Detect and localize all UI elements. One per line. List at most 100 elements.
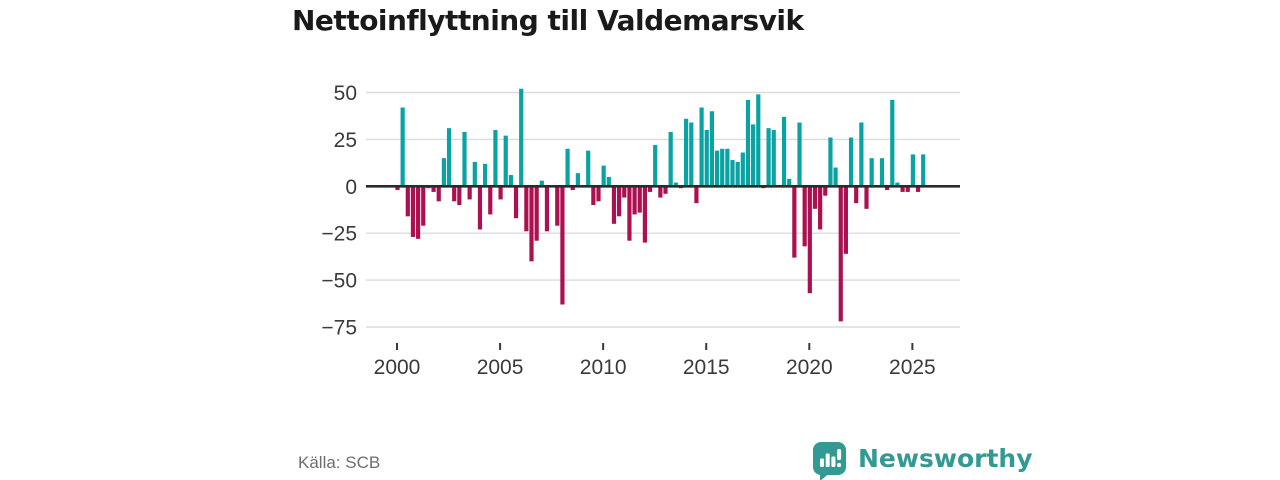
bar — [828, 137, 833, 187]
bar — [637, 186, 642, 213]
bar — [818, 186, 823, 230]
bar — [400, 107, 405, 187]
bar — [668, 131, 673, 187]
bar — [921, 154, 926, 187]
bar — [395, 186, 400, 191]
bar — [848, 137, 854, 187]
x-tick-label: 2020 — [786, 356, 833, 379]
bar — [869, 158, 874, 187]
bar — [879, 158, 885, 187]
bar — [812, 186, 818, 209]
bar — [410, 186, 416, 237]
y-tick-label: −25 — [321, 223, 357, 246]
newsworthy-logo: Newsworthy — [812, 441, 1033, 480]
bar — [555, 186, 560, 226]
bar — [488, 186, 493, 215]
bar — [591, 186, 596, 206]
bar — [745, 100, 751, 187]
bar — [421, 186, 426, 226]
bar — [519, 88, 524, 187]
bar — [689, 122, 694, 187]
y-tick-label: 25 — [334, 129, 357, 152]
bar — [570, 186, 575, 191]
bar — [885, 186, 890, 191]
bar — [647, 186, 653, 192]
bar — [756, 94, 761, 187]
bar — [807, 186, 812, 294]
bar — [900, 186, 905, 192]
bar — [787, 178, 792, 187]
bar — [575, 173, 580, 187]
bar — [864, 186, 869, 209]
bar — [890, 100, 895, 187]
bar — [792, 186, 797, 258]
y-tick-label: 0 — [345, 176, 357, 199]
x-tick-label: 2015 — [683, 356, 730, 379]
bar — [663, 186, 668, 194]
bar — [642, 186, 647, 243]
bar — [854, 186, 859, 204]
bar — [560, 186, 565, 305]
bar — [838, 186, 843, 322]
bar — [606, 176, 611, 187]
x-tick-label: 2025 — [889, 356, 936, 379]
bar — [684, 118, 689, 187]
bar — [524, 186, 529, 232]
bar — [565, 148, 570, 187]
bar — [503, 135, 508, 187]
bar — [534, 186, 539, 241]
bar — [539, 180, 544, 187]
chart-title: Nettoinflyttning till Valdemarsvik — [292, 4, 804, 37]
x-tick-label: 2010 — [580, 356, 627, 379]
bar — [452, 186, 457, 202]
bar — [601, 165, 606, 187]
bar — [751, 124, 756, 187]
bar — [622, 186, 627, 198]
bar — [508, 175, 513, 187]
y-tick-label: −75 — [321, 317, 357, 340]
bar — [462, 131, 467, 187]
bar — [910, 154, 915, 187]
bar — [725, 148, 730, 187]
y-tick-label: 50 — [334, 82, 357, 105]
bar — [529, 186, 534, 262]
y-tick-label: −50 — [321, 270, 357, 293]
bar — [513, 186, 519, 219]
bar — [431, 186, 436, 192]
bar — [802, 186, 807, 247]
x-tick-label: 2000 — [374, 356, 421, 379]
bar — [905, 186, 910, 192]
bar — [467, 186, 472, 200]
newsworthy-logo-icon — [813, 442, 846, 480]
bar — [483, 163, 488, 187]
bar — [441, 158, 446, 187]
bar — [735, 161, 740, 187]
bar — [771, 130, 776, 187]
bar — [730, 160, 735, 187]
bar — [714, 150, 720, 187]
bar — [781, 116, 787, 187]
bar — [709, 111, 714, 187]
bar — [405, 186, 410, 217]
bar — [694, 186, 699, 204]
bar — [472, 161, 477, 187]
source-label: Källa: SCB — [298, 453, 381, 472]
bar — [596, 186, 601, 202]
bar — [797, 122, 802, 187]
bar — [416, 186, 421, 239]
bar — [446, 128, 452, 187]
x-tick-label: 2005 — [477, 356, 524, 379]
bar — [833, 167, 838, 187]
bar — [611, 186, 617, 224]
bar — [586, 150, 591, 187]
bar — [498, 186, 503, 200]
bar — [859, 122, 864, 187]
bar — [895, 182, 900, 187]
bar — [720, 148, 725, 187]
bar — [658, 186, 663, 198]
bar — [493, 130, 498, 187]
bar — [766, 128, 771, 187]
bar — [632, 186, 637, 215]
